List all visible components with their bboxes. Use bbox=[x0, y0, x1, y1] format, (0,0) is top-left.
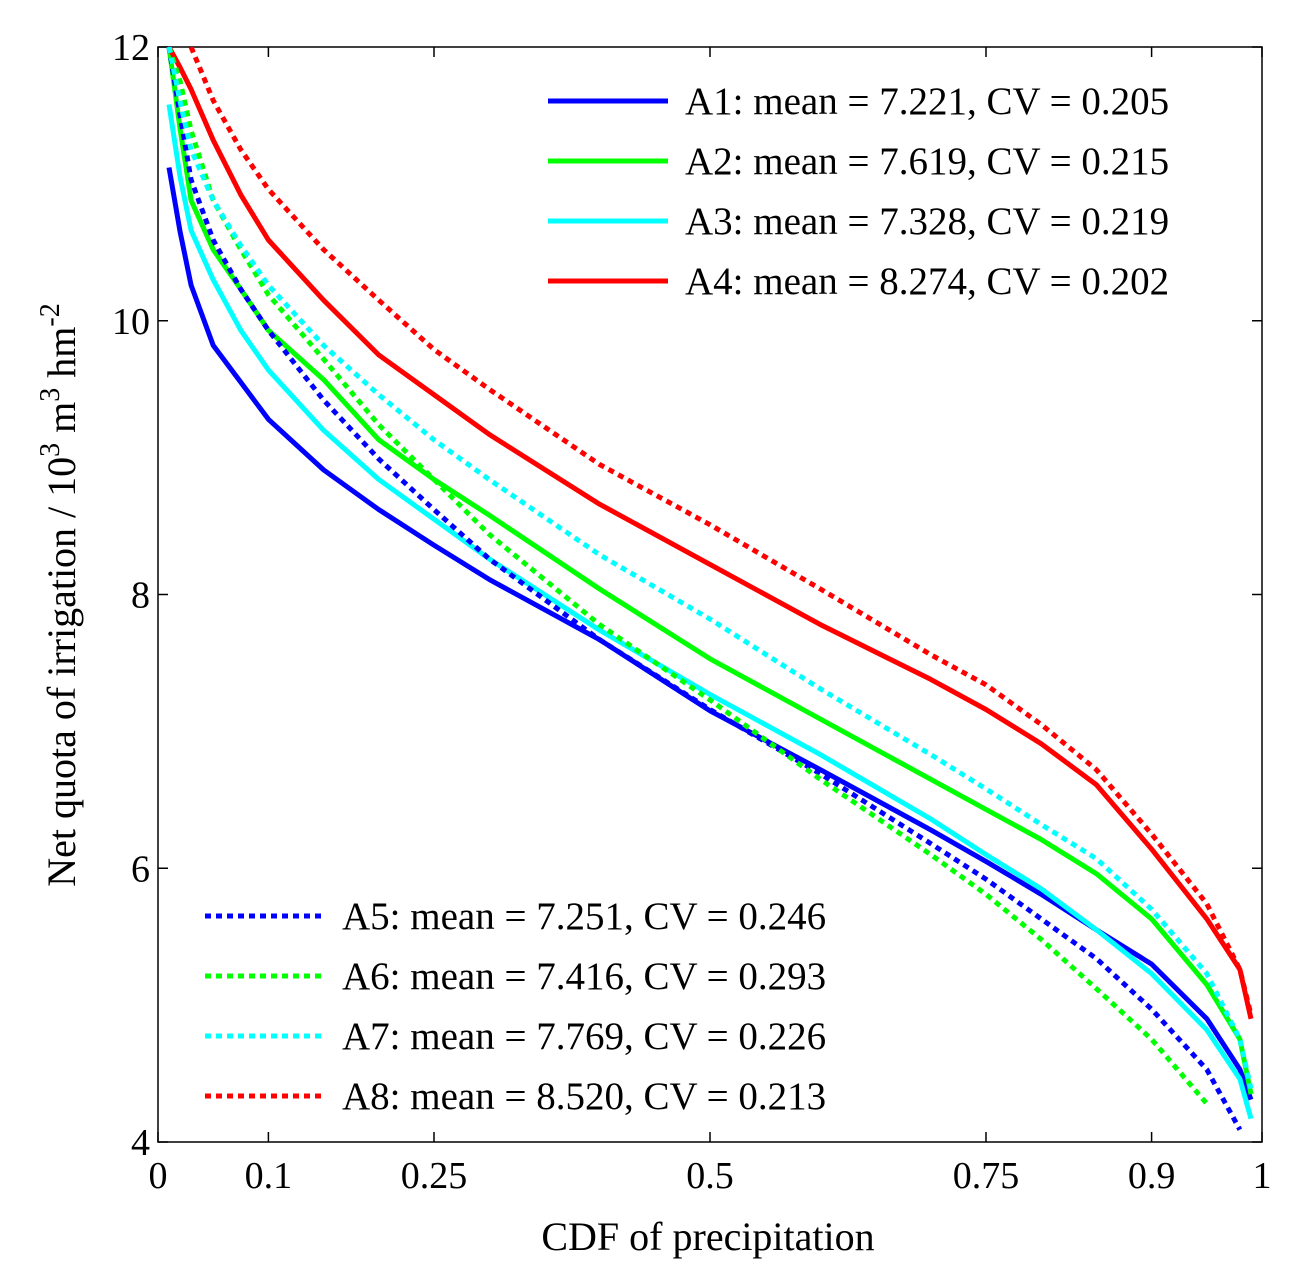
series-line bbox=[166, 47, 1254, 1020]
legend-label: A3: mean = 7.328, CV = 0.219 bbox=[685, 200, 1169, 243]
legend-label: A1: mean = 7.221, CV = 0.205 bbox=[685, 80, 1169, 123]
x-tick-label: 0.25 bbox=[401, 1155, 468, 1197]
x-tick-label: 1 bbox=[1253, 1155, 1272, 1197]
x-tick-label: 0.75 bbox=[953, 1155, 1020, 1197]
x-tick-label: 0 bbox=[149, 1155, 168, 1197]
y-tick-label: 6 bbox=[131, 848, 150, 890]
x-tick-label: 0.9 bbox=[1128, 1155, 1176, 1197]
y-label-text: Net quota of irrigation / 10 bbox=[39, 457, 84, 887]
y-label-text: hm bbox=[39, 327, 84, 388]
legend-label: A6: mean = 7.416, CV = 0.293 bbox=[342, 955, 826, 998]
legend-label: A5: mean = 7.251, CV = 0.246 bbox=[342, 895, 826, 938]
legend-label: A7: mean = 7.769, CV = 0.226 bbox=[342, 1015, 826, 1058]
series-line bbox=[188, 47, 1254, 1016]
series-line bbox=[166, 47, 1254, 1095]
y-label-text: m bbox=[39, 402, 84, 443]
x-tick-label: 0.1 bbox=[245, 1155, 293, 1197]
series-line bbox=[166, 47, 1254, 1090]
series-line bbox=[166, 104, 1254, 1120]
x-tick-label: 0.5 bbox=[686, 1155, 734, 1197]
y-tick-label: 12 bbox=[112, 27, 150, 69]
y-axis-label: Net quota of irrigation / 103 m3 hm-2 bbox=[35, 303, 84, 886]
legend-label: A2: mean = 7.619, CV = 0.215 bbox=[685, 140, 1169, 183]
y-tick-label: 8 bbox=[131, 575, 150, 617]
legend-label: A8: mean = 8.520, CV = 0.213 bbox=[342, 1075, 826, 1118]
plot-lines bbox=[166, 47, 1254, 1131]
y-label-superscript: -2 bbox=[35, 303, 66, 326]
x-axis-label: CDF of precipitation bbox=[541, 1214, 874, 1259]
y-tick-label: 10 bbox=[112, 301, 150, 343]
y-label-superscript: 3 bbox=[35, 443, 66, 457]
y-label-superscript: 3 bbox=[35, 388, 66, 402]
series-line bbox=[166, 47, 1209, 1106]
y-tick-label: 4 bbox=[131, 1122, 150, 1164]
legend-label: A4: mean = 8.274, CV = 0.202 bbox=[685, 260, 1169, 303]
